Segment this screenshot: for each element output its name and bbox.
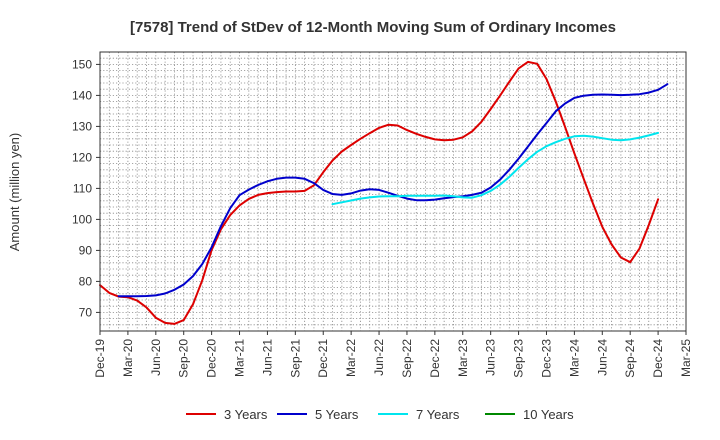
legend: 3 Years 5 Years 7 Years 10 Years — [186, 407, 574, 422]
y-tick-label: 110 — [73, 181, 92, 195]
x-tick-label: Dec-21 — [316, 339, 330, 378]
x-tick-label: Dec-19 — [93, 339, 107, 378]
y-tick-label: 120 — [72, 150, 92, 164]
x-tick-label: Sep-23 — [512, 339, 526, 378]
x-tick-label: Dec-22 — [428, 339, 442, 378]
x-tick-label: Jun-20 — [149, 339, 163, 376]
y-tick-label: 70 — [79, 305, 93, 319]
x-tick-label: Jun-24 — [595, 339, 609, 376]
x-tick-label: Sep-22 — [400, 339, 414, 378]
y-tick-label: 90 — [79, 243, 93, 257]
x-tick-label: Jun-21 — [260, 339, 274, 376]
x-tick-label: Dec-20 — [205, 339, 219, 378]
legend-label: 7 Years — [416, 407, 460, 422]
x-tick-label: Dec-23 — [539, 339, 553, 378]
x-tick-label: Mar-22 — [344, 339, 358, 377]
x-tick-labels: Dec-19 Mar-20 Jun-20 Sep-20 Dec-20 Mar-21 Jun-… — [93, 331, 693, 378]
x-tick-label: Mar-24 — [567, 339, 581, 377]
x-tick-label: Mar-23 — [456, 339, 470, 377]
legend-label: 5 Years — [315, 407, 359, 422]
series-line-5-years — [117, 83, 669, 298]
y-tick-label: 140 — [72, 88, 92, 102]
y-tick-label: 150 — [72, 57, 92, 71]
plot-frame — [99, 51, 687, 332]
y-tick-label: 80 — [79, 274, 93, 288]
x-tick-label: Mar-25 — [679, 339, 693, 377]
series-lines — [99, 60, 669, 325]
chart-title: [7578] Trend of StDev of 12-Month Moving… — [130, 19, 616, 36]
y-tick-label: 100 — [72, 212, 92, 226]
x-tick-label: Jun-23 — [484, 339, 498, 376]
y-axis-label: Amount (million yen) — [7, 133, 22, 252]
legend-label: 3 Years — [224, 407, 268, 422]
series-line-3-years — [99, 60, 660, 325]
y-tick-label: 130 — [72, 119, 92, 133]
y-tick-labels: 70 80 90 100 110 120 130 140 150 — [72, 57, 100, 319]
series-line-7-years — [331, 131, 660, 206]
x-tick-label: Sep-24 — [623, 339, 637, 378]
x-tick-label: Mar-20 — [121, 339, 135, 377]
x-tick-label: Jun-22 — [372, 339, 386, 376]
legend-label: 10 Years — [523, 407, 574, 422]
x-tick-label: Sep-21 — [288, 339, 302, 378]
x-tick-label: Dec-24 — [651, 339, 665, 378]
x-tick-label: Sep-20 — [177, 339, 191, 378]
x-tick-label: Mar-21 — [233, 339, 247, 377]
